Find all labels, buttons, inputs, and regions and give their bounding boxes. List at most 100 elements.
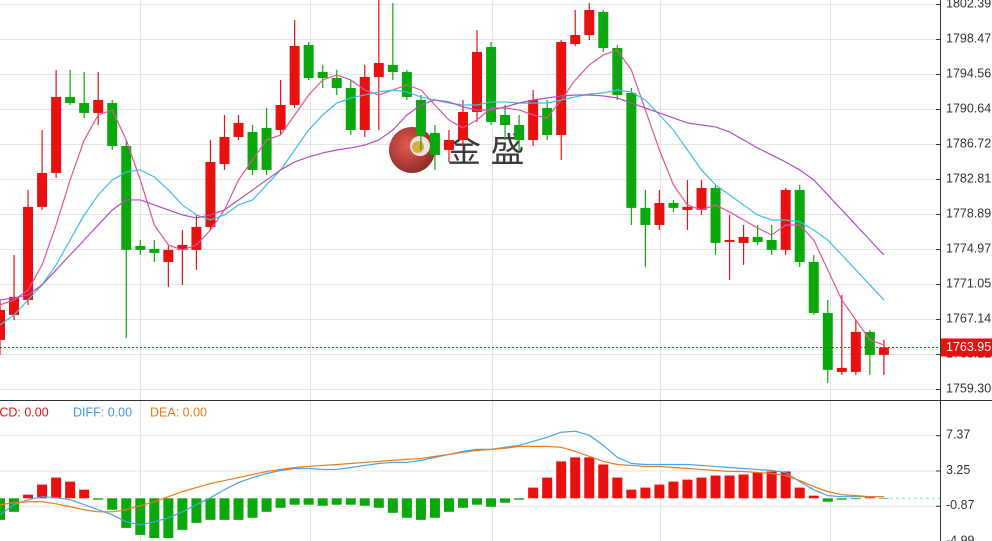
- macd-bar: [289, 498, 300, 505]
- candle-body: [359, 77, 370, 130]
- candle-body: [317, 72, 328, 78]
- candle-body: [289, 46, 300, 105]
- macd-bar: [233, 498, 244, 520]
- candle-body: [331, 77, 342, 89]
- macd-bar: [500, 498, 511, 503]
- candle-body: [107, 103, 118, 146]
- macd-bar: [528, 487, 539, 499]
- macd-bar: [864, 497, 875, 499]
- macd-bar: [93, 498, 104, 500]
- macd-bar: [121, 498, 132, 528]
- macd-bar: [135, 498, 146, 535]
- candle-body: [724, 239, 735, 242]
- y-tick-label: 1786.72: [946, 136, 991, 150]
- macd-bar: [23, 494, 34, 499]
- candle-body: [794, 189, 805, 262]
- macd-bar: [766, 471, 777, 499]
- macd-bar: [191, 498, 202, 523]
- candle-body: [191, 226, 202, 250]
- candle-body: [37, 172, 48, 207]
- candle-body: [570, 35, 581, 44]
- macd-bar: [107, 498, 118, 510]
- candle-body: [0, 309, 5, 340]
- macd-bar: [149, 498, 160, 539]
- candle-body: [598, 11, 609, 48]
- macd-bar: [401, 498, 412, 518]
- candle-body: [836, 367, 847, 372]
- y-tick-label: 1790.64: [946, 101, 991, 115]
- candle-body: [500, 114, 511, 125]
- macd-bar: [626, 489, 637, 499]
- macd-bar: [584, 457, 595, 499]
- macd-bar: [710, 475, 721, 499]
- candle-body: [457, 111, 468, 141]
- macd-bar: [612, 477, 623, 499]
- macd-bar: [542, 477, 553, 499]
- candle-body: [121, 145, 132, 250]
- macd-plot: [0, 430, 940, 539]
- line-series: [0, 94, 885, 301]
- macd-bar: [219, 498, 230, 520]
- current-price-box: [941, 338, 992, 357]
- candle-body: [612, 47, 623, 95]
- macd-bar: [486, 498, 497, 507]
- y-tick-label: 1802.39: [946, 0, 991, 10]
- candle-body: [9, 296, 20, 315]
- candle-body: [93, 99, 104, 113]
- candle-body: [696, 187, 707, 210]
- macd-bar: [598, 464, 609, 499]
- candle-body: [51, 96, 62, 173]
- y-tick-label: 1798.47: [946, 31, 991, 45]
- legend-entry: ACD: 0.00: [0, 405, 49, 419]
- candle-body: [556, 41, 567, 136]
- y-tick-label: 1778.89: [946, 206, 991, 220]
- candle-body: [345, 88, 356, 130]
- macd-bar: [37, 484, 48, 499]
- macd-bar: [177, 498, 188, 530]
- macd-bar: [556, 461, 567, 499]
- logo-coin: [412, 141, 424, 153]
- y-axis: 1802.39 1798.47 1794.56 1790.64 1786.72 1782.…: [936, 0, 992, 541]
- candle-body: [822, 312, 833, 370]
- macd-bar: [429, 498, 440, 518]
- macd-bar: [640, 487, 651, 499]
- macd-bar: [261, 498, 272, 512]
- y-tick-label: 1767.14: [946, 311, 991, 325]
- macd-bar: [345, 498, 356, 505]
- candle-body: [640, 207, 651, 225]
- macd-bar: [682, 479, 693, 499]
- macd-bar: [808, 495, 819, 499]
- candle-body: [472, 51, 483, 112]
- candle-body: [752, 236, 763, 242]
- candle-body: [710, 187, 721, 243]
- macd-bar: [247, 498, 258, 518]
- candle-body: [682, 206, 693, 210]
- candle-body: [654, 202, 665, 225]
- candle-body: [149, 248, 160, 253]
- macd-bar: [65, 481, 76, 499]
- candle-body: [542, 107, 553, 136]
- candle-body: [205, 161, 216, 227]
- macd-bar: [570, 457, 581, 499]
- candle-body: [864, 331, 875, 355]
- y-tick-label: 7.37: [946, 428, 970, 442]
- candle-body: [626, 93, 637, 208]
- macd-bar: [205, 498, 216, 520]
- candle-body: [429, 132, 440, 155]
- candle-body: [135, 245, 146, 250]
- macd-bar: [415, 498, 426, 520]
- macd-bar: [668, 481, 679, 499]
- candle-body: [738, 236, 749, 243]
- candle-body: [65, 96, 76, 104]
- y-tick-label: 1759.30: [946, 381, 991, 395]
- macd-bar: [822, 498, 833, 502]
- y-tick-label: 3.25: [946, 463, 970, 477]
- candle-body: [177, 244, 188, 250]
- candle-body: [584, 10, 595, 36]
- macd-bar: [331, 498, 342, 505]
- macd-bar: [738, 474, 749, 499]
- macd-bar: [0, 498, 5, 520]
- macd-bar: [752, 472, 763, 499]
- candle-body: [668, 202, 679, 208]
